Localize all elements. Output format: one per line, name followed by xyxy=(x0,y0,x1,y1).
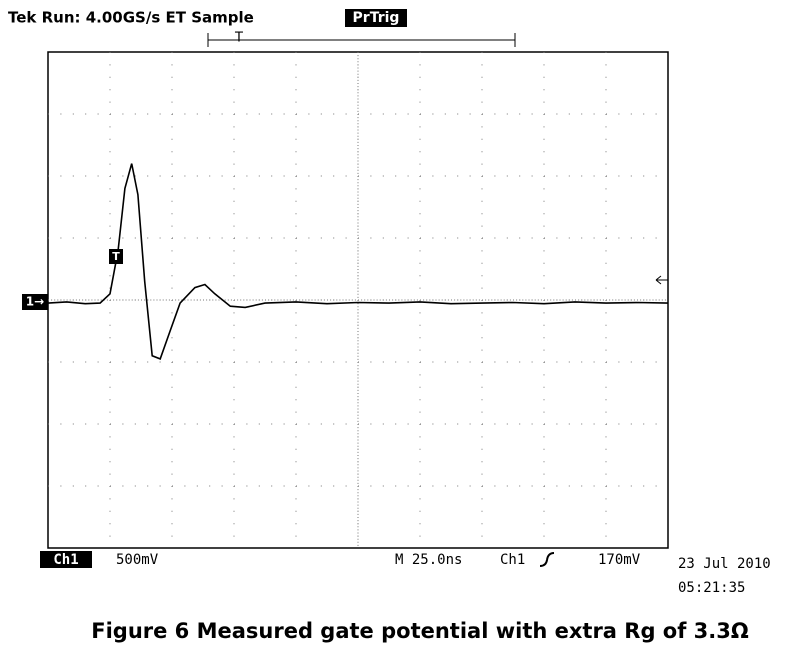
channel-marker-bg xyxy=(22,294,48,310)
trigger-marker: T xyxy=(234,31,243,46)
level-arrow xyxy=(655,275,668,285)
edge-symbol xyxy=(539,552,555,567)
trigger-source: Ch1 xyxy=(500,552,525,568)
trace-marker: T xyxy=(112,250,120,263)
scale: 500mV xyxy=(116,552,159,568)
channel: Ch1 xyxy=(53,552,78,568)
badge-bg xyxy=(345,9,407,27)
trigger-bracket xyxy=(207,33,516,47)
ch-bg xyxy=(40,551,92,568)
trace-marker-bg xyxy=(109,249,123,264)
channel-marker: 1→ xyxy=(26,295,44,309)
badge: PrTrig xyxy=(353,10,400,26)
plot xyxy=(47,51,669,549)
timebase: M 25.0ns xyxy=(395,552,462,568)
trigger-level: 170mV xyxy=(598,552,641,568)
time: 05:21:35 xyxy=(678,580,745,596)
trace xyxy=(47,163,669,360)
date: 23 Jul 2010 xyxy=(678,556,771,572)
caption: Figure 6 Measured gate potential with ex… xyxy=(91,619,749,643)
status: Tek Run: 4.00GS/s ET Sample xyxy=(8,9,254,27)
